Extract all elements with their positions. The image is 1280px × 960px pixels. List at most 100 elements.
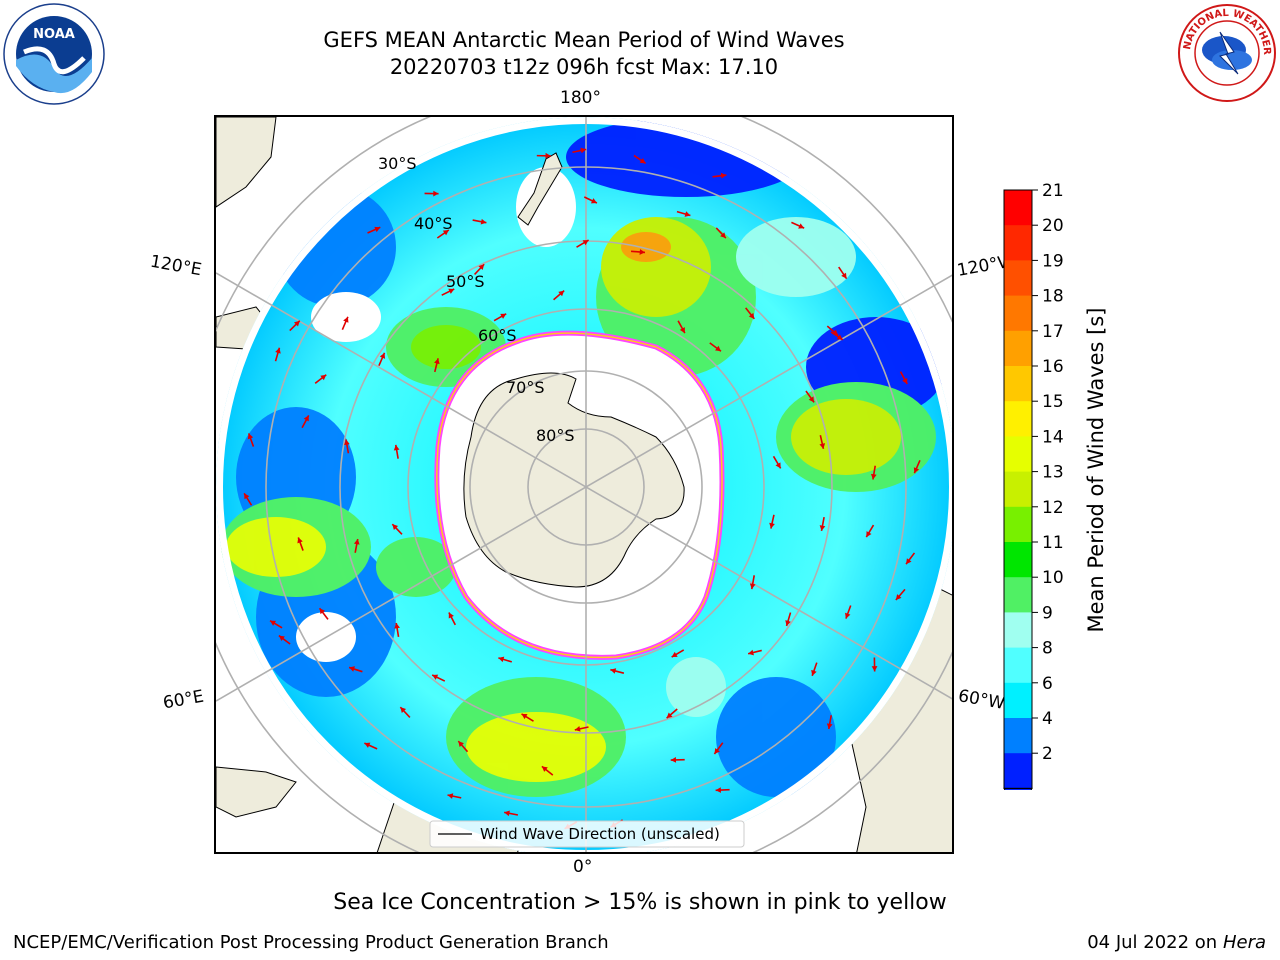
wave-direction-arrow-head <box>798 223 805 229</box>
wave-direction-arrow-head <box>841 272 847 279</box>
colorbar-tick-label: 9 <box>1042 603 1053 623</box>
colorbar-tick-label: 18 <box>1042 287 1064 307</box>
wave-direction-arrow-head <box>769 522 775 529</box>
lat-label-40: 40°S <box>414 214 453 233</box>
colorbar-segment <box>1004 542 1032 578</box>
wave-direction-arrow-head <box>374 226 381 233</box>
lon-label-0: 0° <box>573 857 593 877</box>
colorbar-segment <box>1004 330 1032 367</box>
chart-title: GEFS MEAN Antarctic Mean Period of Wind … <box>323 28 845 52</box>
wave-direction-arrow-head <box>775 462 781 469</box>
wave-direction-arrow-head <box>364 742 371 748</box>
wave-direction-arrow-head <box>749 583 756 590</box>
wave-direction-arrow-head <box>811 669 817 676</box>
wave-direction-arrow-head <box>478 264 485 271</box>
colorbar-segment <box>1004 225 1032 261</box>
colorbar-tick-label: 2 <box>1042 744 1053 764</box>
wave-direction-arrow-head <box>582 240 589 246</box>
wave-direction-arrow-head <box>344 439 350 446</box>
wave-direction-arrow-head <box>902 377 908 384</box>
polar-map-panel: 30°S 40°S 50°S 60°S 70°S 80°S Wind Wave … <box>214 115 954 854</box>
wave-direction-arrow-head <box>379 352 386 359</box>
wave-direction-arrow-head <box>715 787 722 793</box>
lat-label-50: 50°S <box>446 272 485 291</box>
wave-direction-arrow-head <box>610 668 617 674</box>
colorbar-segment <box>1004 612 1032 649</box>
footer-credit: NCEP/EMC/Verification Post Processing Pr… <box>13 932 609 953</box>
colorbar-label: Mean Period of Wind Waves [s] <box>1084 307 1108 633</box>
wave-direction-arrow-head <box>442 229 449 236</box>
wave-direction-arrow-head <box>480 218 487 225</box>
colorbar-tick-label: 15 <box>1042 392 1064 412</box>
lat-label-60: 60°S <box>478 326 517 345</box>
colorbar-segment <box>1004 647 1032 684</box>
colorbar-segment <box>1004 718 1032 754</box>
colorbar-segment <box>1004 190 1032 226</box>
wave-direction-arrow-head <box>500 313 507 319</box>
lon-label-120e: 120°E <box>148 251 204 281</box>
wave-direction-arrow-head <box>278 635 285 642</box>
wind-wave-direction-arrows <box>243 147 921 830</box>
colorbar-segment <box>1004 436 1032 473</box>
colorbar-tick-label: 8 <box>1042 639 1053 659</box>
colorbar-tick-label: 21 <box>1042 181 1064 201</box>
lat-label-70: 70°S <box>506 378 545 397</box>
colorbar-segment <box>1004 366 1032 402</box>
svg-text:NOAA: NOAA <box>33 27 75 42</box>
wave-direction-arrow-head <box>720 172 727 179</box>
polar-map: 30°S 40°S 50°S 60°S 70°S 80°S Wind Wave … <box>216 117 952 852</box>
colorbar-tick-label: 4 <box>1042 709 1053 729</box>
lon-label-60e: 60°E <box>161 686 206 714</box>
wave-direction-arrow-head <box>432 674 439 680</box>
wave-direction-arrow-head <box>319 608 326 615</box>
colorbar-segment <box>1004 506 1032 543</box>
wave-direction-arrow-head <box>545 152 551 159</box>
noaa-logo: NOAA <box>3 3 105 105</box>
sea-ice-note: Sea Ice Concentration > 15% is shown in … <box>333 890 947 915</box>
colorbar-tick-label: 10 <box>1042 568 1064 588</box>
wave-direction-arrow-head <box>808 396 815 403</box>
wave-direction-arrow-head <box>293 320 300 327</box>
wave-direction-arrow-head <box>895 594 902 601</box>
colorbar-tick-label: 16 <box>1042 357 1064 377</box>
lat-label-80: 80°S <box>536 426 575 445</box>
wave-direction-arrow-head <box>866 531 872 538</box>
colorbar-tick-label: 11 <box>1042 533 1064 553</box>
wave-direction-arrow-head <box>671 651 678 658</box>
new-zealand <box>517 152 563 226</box>
chart-subtitle-run: 20220703 t12z 096h fcst Max: 17.10 <box>389 55 779 79</box>
lon-label-180: 180° <box>560 88 601 108</box>
colorbar-tick-label: 14 <box>1042 427 1064 447</box>
wave-direction-arrow-head <box>870 473 877 480</box>
wave-direction-arrow-head <box>521 713 528 720</box>
footer-host: Hera <box>1222 932 1266 953</box>
wave-direction-arrow-head <box>715 345 721 352</box>
wave-direction-arrow-head <box>303 415 309 422</box>
wave-direction-arrow-head <box>748 312 755 319</box>
wave-direction-arrow-head <box>270 620 277 626</box>
wave-direction-arrow-head <box>913 467 920 474</box>
wave-direction-arrow-head <box>679 327 685 334</box>
colorbar-tick-label: 20 <box>1042 216 1064 236</box>
wave-direction-arrow-head <box>819 443 826 449</box>
wave-direction-arrow-head <box>244 493 250 500</box>
wave-direction-arrow-head <box>558 290 565 297</box>
colorbar-tick-label: 17 <box>1042 322 1064 342</box>
wave-direction-arrow-head <box>906 558 912 565</box>
colorbar-segment <box>1004 295 1032 332</box>
wave-direction-arrow-head <box>785 620 791 626</box>
colorbar-segment <box>1004 471 1032 508</box>
wave-direction-arrow-head <box>590 198 597 204</box>
wave-direction-arrow-head <box>393 444 400 451</box>
colorbar-segment <box>1004 753 1032 789</box>
wave-direction-arrow-head <box>684 211 691 217</box>
wave-direction-arrow-head <box>639 249 646 255</box>
wave-direction-arrow-head <box>247 433 254 440</box>
map-legend: Wind Wave Direction (unscaled) <box>429 820 745 848</box>
wave-direction-arrow-head <box>639 158 646 164</box>
footer-date-text: 04 Jul 2022 on <box>1087 932 1218 953</box>
wave-direction-arrow-head <box>826 723 833 730</box>
wave-direction-arrow-head <box>353 538 360 545</box>
wave-period-contours <box>221 117 946 797</box>
colorbar-tick-label: 13 <box>1042 463 1064 483</box>
